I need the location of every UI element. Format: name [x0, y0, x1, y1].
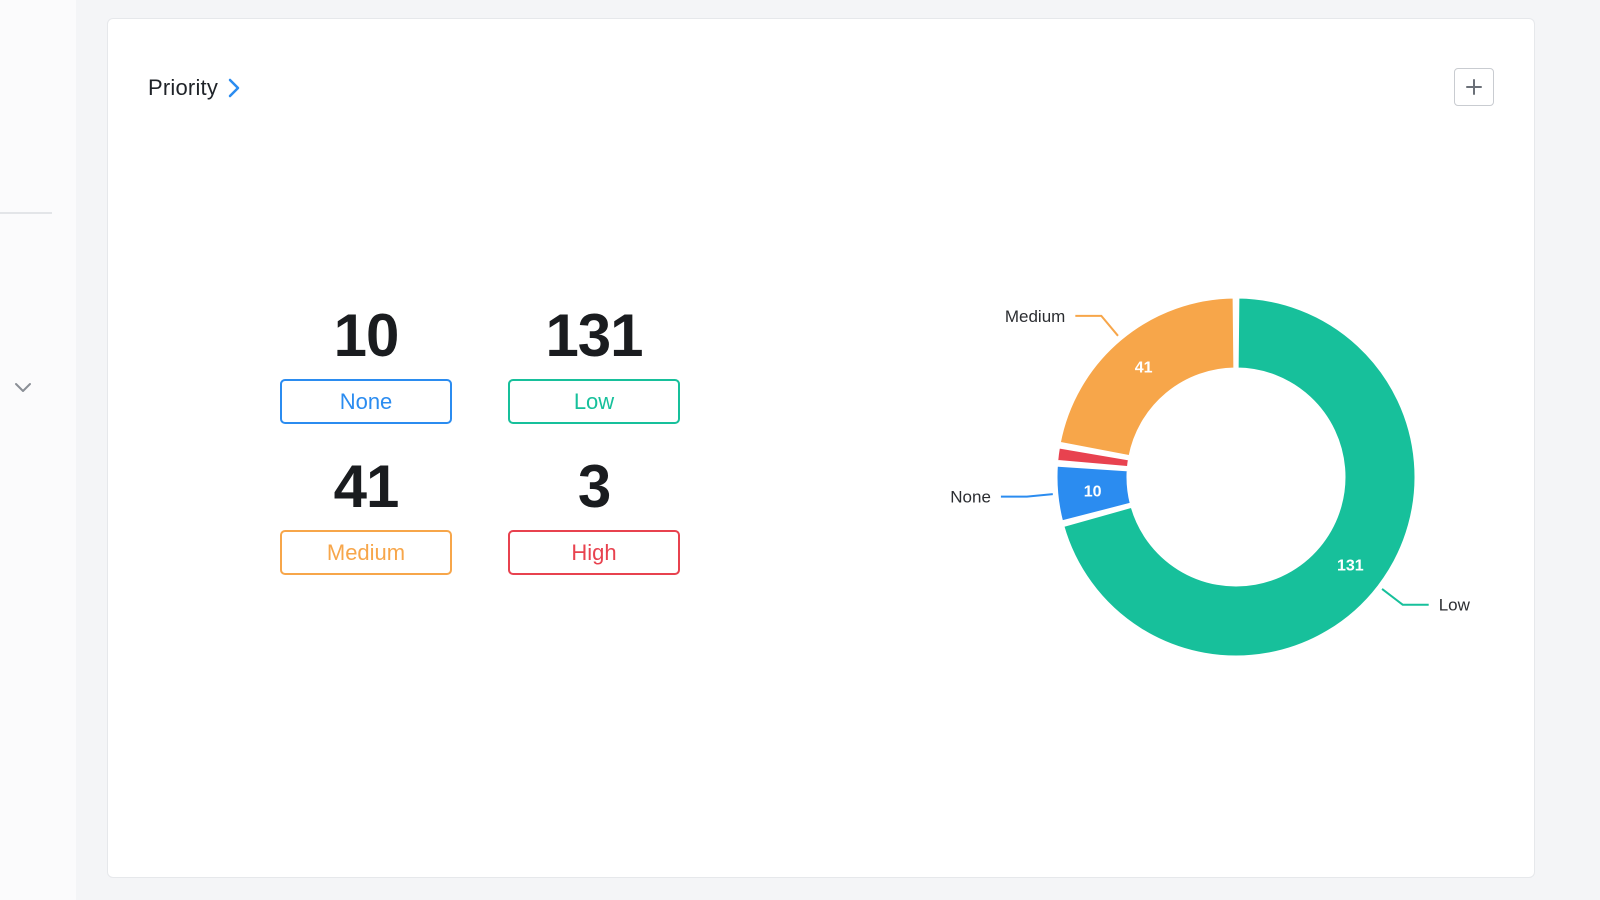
sidebar-strip	[0, 0, 76, 900]
chevron-right-icon	[228, 78, 240, 98]
priority-card: Priority 10 None 131 Low 41 Medium 3 Hig…	[107, 18, 1535, 878]
stat-medium: 41 Medium	[280, 452, 452, 575]
donut-slice-none[interactable]	[1054, 463, 1133, 524]
medium-filter-button[interactable]: Medium	[280, 530, 452, 575]
chevron-down-icon[interactable]	[12, 376, 34, 398]
slice-value-label: 10	[1084, 483, 1102, 500]
legend-label-none: None	[950, 488, 991, 507]
stat-count: 3	[577, 453, 611, 520]
legend-label-medium: Medium	[1005, 307, 1065, 326]
low-filter-button[interactable]: Low	[508, 379, 680, 424]
stat-high: 3 High	[508, 452, 680, 575]
stat-count: 10	[333, 302, 400, 369]
donut-slice-medium[interactable]	[1057, 295, 1237, 459]
stat-none: 10 None	[280, 301, 452, 424]
leader-line	[1075, 314, 1119, 337]
stat-count: 131	[545, 302, 643, 369]
none-filter-button[interactable]: None	[280, 379, 452, 424]
card-title: Priority	[148, 75, 219, 100]
add-button[interactable]	[1454, 68, 1494, 106]
card-title-link[interactable]: Priority	[148, 75, 242, 101]
slice-value-label: 41	[1135, 360, 1153, 377]
plus-icon	[1466, 79, 1482, 95]
sidebar-divider	[0, 212, 52, 214]
leader-line	[1000, 493, 1053, 498]
legend-label-low: Low	[1439, 596, 1471, 615]
donut-slice-high[interactable]	[1055, 445, 1132, 470]
donut-svg: 131 Low 10 None 41 Medium	[950, 295, 1471, 659]
high-filter-button[interactable]: High	[508, 530, 680, 575]
priority-donut-chart: 131 Low 10 None 41 Medium	[828, 239, 1471, 679]
slice-value-label: 131	[1337, 558, 1364, 575]
priority-stats: 10 None 131 Low 41 Medium 3 High	[280, 301, 680, 575]
stat-count: 41	[333, 453, 400, 520]
leader-line	[1381, 588, 1429, 606]
donut-slice-low[interactable]	[1061, 295, 1418, 659]
stat-low: 131 Low	[508, 301, 680, 424]
